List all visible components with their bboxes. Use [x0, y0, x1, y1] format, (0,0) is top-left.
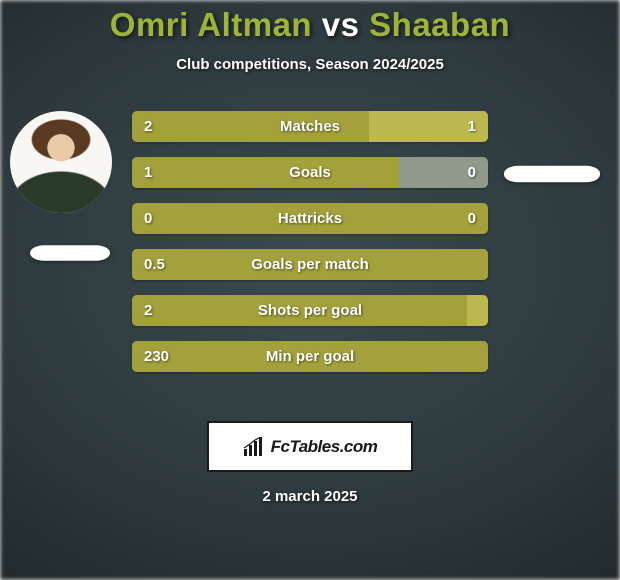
bar-label: Goals — [132, 164, 488, 181]
stat-bars: 2Matches11Goals00Hattricks00.5Goals per … — [132, 111, 488, 372]
bar-label: Matches — [132, 118, 488, 135]
subtitle: Club competitions, Season 2024/2025 — [176, 56, 444, 73]
stat-bar: 1Goals0 — [132, 157, 488, 188]
bar-right-value: 0 — [468, 164, 476, 181]
player1-name: Omri Altman — [110, 6, 312, 43]
stat-bar: 0Hattricks0 — [132, 203, 488, 234]
chart-icon — [243, 437, 265, 457]
footer-date: 2 march 2025 — [262, 488, 357, 505]
player1-avatar — [10, 111, 112, 213]
bar-label: Min per goal — [132, 348, 488, 365]
stat-bar: 0.5Goals per match — [132, 249, 488, 280]
bar-right-value: 1 — [468, 118, 476, 135]
bar-right-value: 0 — [468, 210, 476, 227]
stat-bar: 2Shots per goal — [132, 295, 488, 326]
stat-bar: 2Matches1 — [132, 111, 488, 142]
brand-box[interactable]: FcTables.com — [207, 421, 413, 472]
player2-name: Shaaban — [369, 6, 510, 43]
page-title: Omri Altman vs Shaaban — [110, 6, 510, 44]
bar-label: Hattricks — [132, 210, 488, 227]
brand-text: FcTables.com — [271, 437, 378, 457]
content-wrapper: Omri Altman vs Shaaban Club competitions… — [0, 0, 620, 580]
player1-flag — [30, 245, 110, 260]
bar-label: Goals per match — [132, 256, 488, 273]
player2-flag — [504, 166, 600, 183]
player1-photo — [10, 111, 112, 213]
bar-label: Shots per goal — [132, 302, 488, 319]
vs-label: vs — [322, 6, 360, 43]
stat-bar: 230Min per goal — [132, 341, 488, 372]
